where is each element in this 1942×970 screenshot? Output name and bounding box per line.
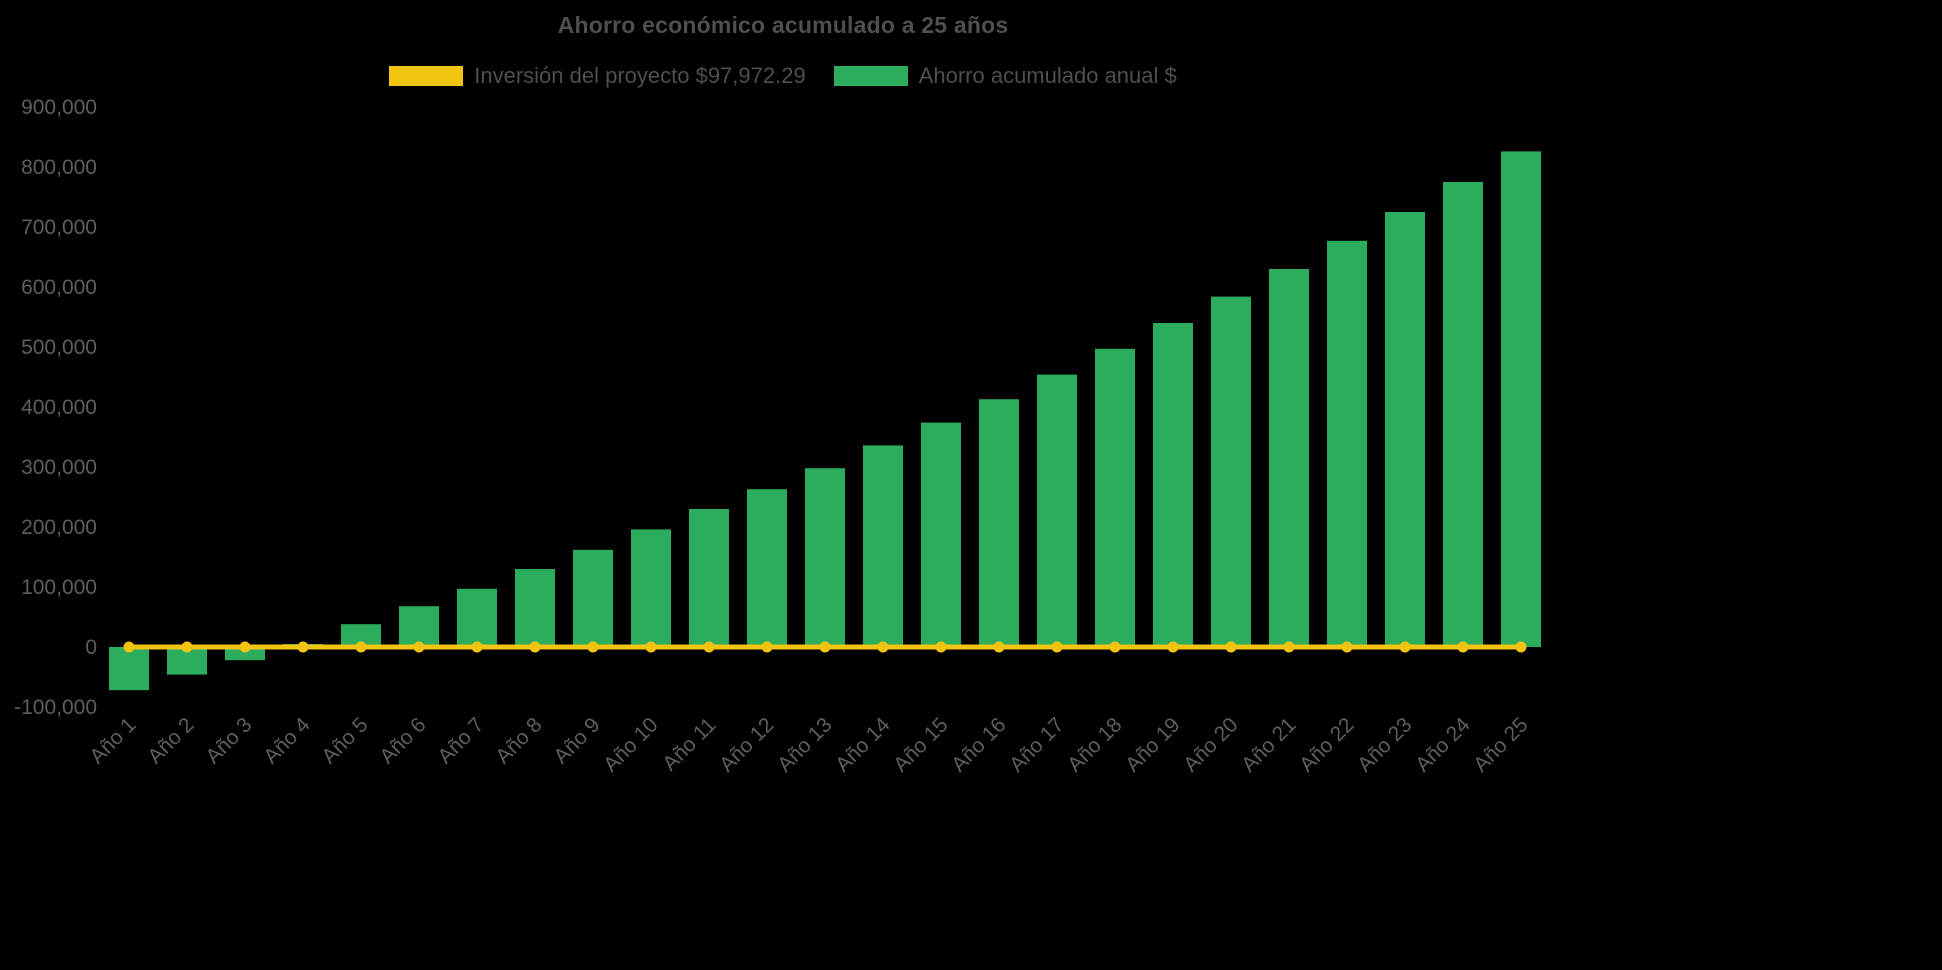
legend-label-savings: Ahorro acumulado anual $ <box>918 63 1177 88</box>
bar-year-9[interactable] <box>573 549 613 647</box>
x-axis-label-year-8: Año 8 <box>491 713 546 768</box>
x-axis-label-year-15: Año 15 <box>889 713 952 776</box>
legend-label-investment: Inversión del proyecto $97,972.29 <box>474 63 806 88</box>
bar-year-21[interactable] <box>1269 269 1309 647</box>
investment-line-marker-year-23[interactable] <box>1399 641 1411 653</box>
investment-line-marker-year-13[interactable] <box>819 641 831 653</box>
investment-line-marker-year-16[interactable] <box>993 641 1005 653</box>
legend: Inversión del proyecto $97,972.29 Ahorro… <box>0 63 1566 89</box>
investment-line-marker-year-25[interactable] <box>1515 641 1527 653</box>
x-axis-label-year-22: Año 22 <box>1295 713 1358 776</box>
x-axis-label-year-7: Año 7 <box>433 713 488 768</box>
investment-line-marker-year-10[interactable] <box>645 641 657 653</box>
y-axis-label-400000: 400,000 <box>21 396 97 419</box>
investment-line-marker-year-2[interactable] <box>181 641 193 653</box>
investment-line-marker-year-4[interactable] <box>297 641 309 653</box>
y-axis-label-300000: 300,000 <box>21 456 97 479</box>
x-axis-label-year-18: Año 18 <box>1063 713 1126 776</box>
x-axis-label-year-20: Año 20 <box>1179 713 1242 776</box>
x-axis-label-year-12: Año 12 <box>715 713 778 776</box>
y-axis-label-0: 0 <box>85 636 97 659</box>
investment-line-marker-year-17[interactable] <box>1051 641 1063 653</box>
investment-line-marker-year-18[interactable] <box>1109 641 1121 653</box>
bar-year-17[interactable] <box>1037 374 1077 647</box>
x-axis-label-year-24: Año 24 <box>1411 713 1475 777</box>
x-axis-label-year-17: Año 17 <box>1005 713 1068 776</box>
x-axis-label-year-3: Año 3 <box>201 713 256 768</box>
investment-line-marker-year-6[interactable] <box>413 641 425 653</box>
bar-year-15[interactable] <box>921 422 961 647</box>
investment-line-marker-year-20[interactable] <box>1225 641 1237 653</box>
chart-title: Ahorro económico acumulado a 25 años <box>557 12 1009 38</box>
investment-line-marker-year-1[interactable] <box>123 641 135 653</box>
bar-year-25[interactable] <box>1501 151 1541 647</box>
investment-line-marker-year-9[interactable] <box>587 641 599 653</box>
bar-year-6[interactable] <box>399 606 439 647</box>
x-axis-label-year-23: Año 23 <box>1353 713 1416 776</box>
x-axis-label-year-10: Año 10 <box>599 713 662 776</box>
legend-item-investment[interactable]: Inversión del proyecto $97,972.29 <box>389 63 806 89</box>
x-axis-label-year-9: Año 9 <box>549 713 604 768</box>
y-axis-label-100000: 100,000 <box>21 576 97 599</box>
y-axis-label-200000: 200,000 <box>21 516 97 539</box>
bar-year-7[interactable] <box>457 588 497 647</box>
y-axis-label--100000: -100,000 <box>14 696 97 719</box>
bar-year-16[interactable] <box>979 399 1019 647</box>
bar-year-13[interactable] <box>805 468 845 647</box>
bar-year-3[interactable] <box>225 647 265 661</box>
x-axis-label-year-25: Año 25 <box>1469 713 1532 776</box>
x-axis-label-year-2: Año 2 <box>143 713 198 768</box>
investment-line-marker-year-22[interactable] <box>1341 641 1353 653</box>
investment-line-marker-year-11[interactable] <box>703 641 715 653</box>
bar-year-10[interactable] <box>631 529 671 647</box>
bar-year-19[interactable] <box>1153 323 1193 647</box>
bar-year-22[interactable] <box>1327 240 1367 648</box>
y-axis-label-800000: 800,000 <box>21 156 97 179</box>
bar-year-11[interactable] <box>689 509 729 647</box>
bar-year-24[interactable] <box>1443 182 1483 647</box>
y-axis-label-900000: 900,000 <box>21 96 97 119</box>
x-axis-label-year-6: Año 6 <box>375 713 430 768</box>
legend-swatch-savings-icon <box>833 66 908 86</box>
legend-swatch-investment-icon <box>389 66 464 86</box>
bar-year-8[interactable] <box>515 569 555 647</box>
bar-year-23[interactable] <box>1385 212 1425 647</box>
investment-line-marker-year-21[interactable] <box>1283 641 1295 653</box>
legend-item-savings[interactable]: Ahorro acumulado anual $ <box>833 63 1177 89</box>
investment-line-marker-year-8[interactable] <box>529 641 541 653</box>
x-axis-label-year-14: Año 14 <box>831 713 895 777</box>
y-axis-label-500000: 500,000 <box>21 336 97 359</box>
x-axis-label-year-19: Año 19 <box>1121 713 1184 776</box>
investment-line-marker-year-7[interactable] <box>471 641 483 653</box>
bar-year-1[interactable] <box>109 647 149 691</box>
y-axis-label-600000: 600,000 <box>21 276 97 299</box>
bar-year-18[interactable] <box>1095 348 1135 647</box>
y-axis-label-700000: 700,000 <box>21 216 97 239</box>
x-axis-label-year-13: Año 13 <box>773 713 836 776</box>
bar-year-12[interactable] <box>747 489 787 647</box>
bar-year-20[interactable] <box>1211 296 1251 647</box>
investment-line-marker-year-19[interactable] <box>1167 641 1179 653</box>
bar-year-14[interactable] <box>863 445 903 647</box>
bar-year-5[interactable] <box>341 624 381 647</box>
x-axis-label-year-11: Año 11 <box>658 713 720 775</box>
x-axis-label-year-5: Año 5 <box>317 713 372 768</box>
x-axis-label-year-1: Año 1 <box>85 713 140 768</box>
investment-line-marker-year-24[interactable] <box>1457 641 1469 653</box>
investment-line-marker-year-15[interactable] <box>935 641 947 653</box>
investment-line-marker-year-5[interactable] <box>355 641 367 653</box>
investment-line-marker-year-14[interactable] <box>877 641 889 653</box>
x-axis-label-year-16: Año 16 <box>947 713 1010 776</box>
x-axis-label-year-21: Año 21 <box>1237 713 1300 776</box>
investment-line-marker-year-3[interactable] <box>239 641 251 653</box>
x-axis-label-year-4: Año 4 <box>259 713 314 768</box>
investment-line-marker-year-12[interactable] <box>761 641 773 653</box>
